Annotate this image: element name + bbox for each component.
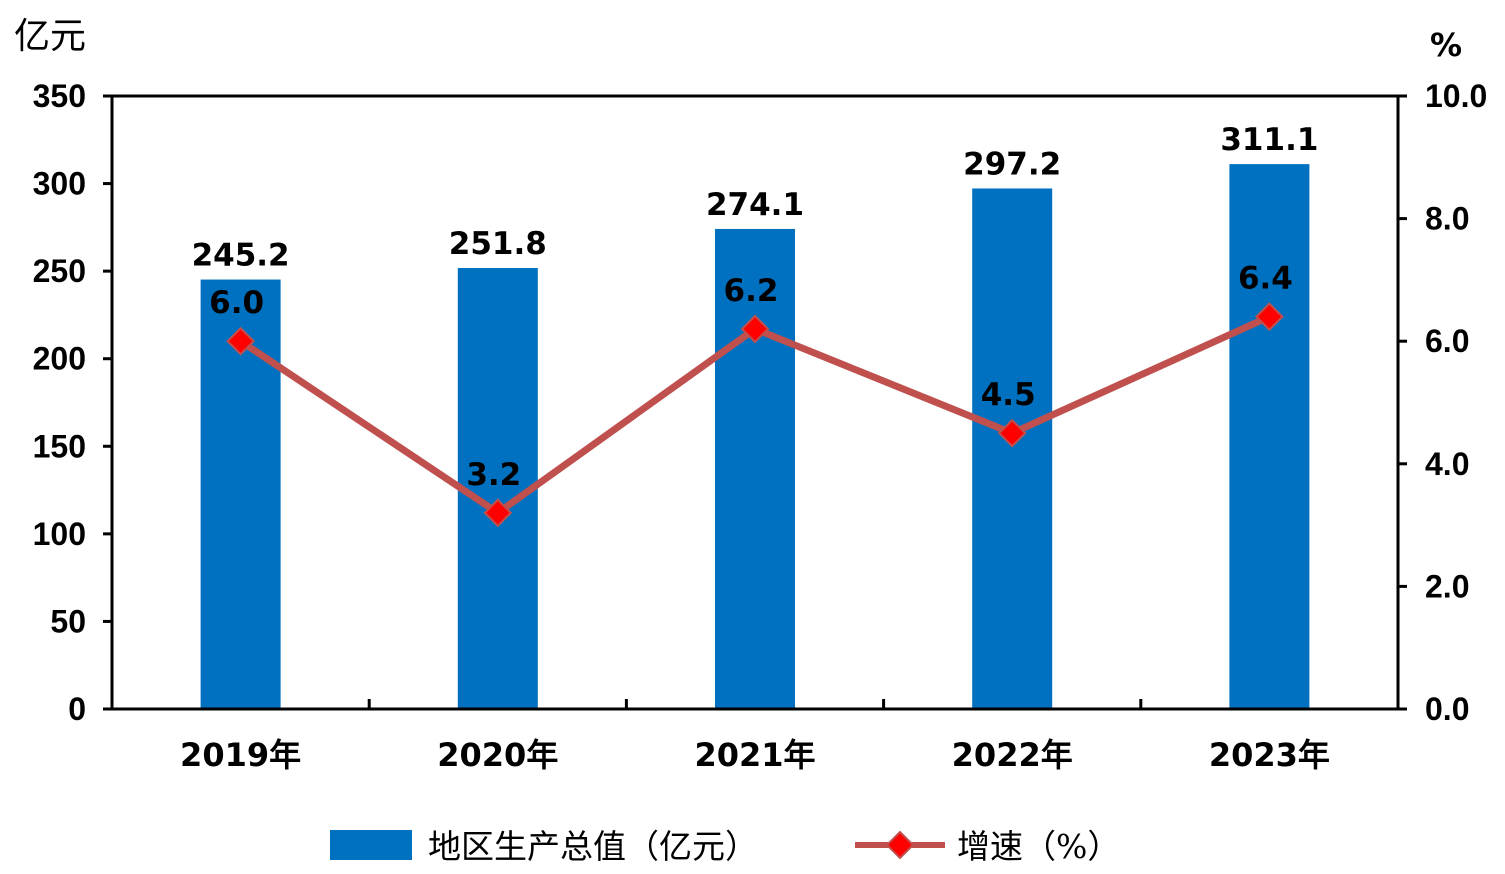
x-category-label: 2019年	[180, 736, 301, 774]
y-right-tick-label: 6.0	[1425, 323, 1469, 359]
x-category-label: 2022年	[952, 736, 1073, 774]
y-left-unit: 亿元	[14, 16, 86, 57]
growth-value-label: 6.0	[209, 285, 264, 321]
growth-value-label: 3.2	[466, 457, 521, 493]
legend-swatch-bar	[330, 830, 412, 860]
growth-value-label: 6.2	[724, 273, 779, 309]
growth-marker-2019年	[226, 326, 256, 356]
plot-border	[110, 94, 1400, 711]
y-right-tick-label: 4.0	[1425, 446, 1469, 482]
bar-2021年	[715, 228, 795, 710]
plot-frame	[103, 94, 1407, 711]
y-right-tick-label: 2.0	[1425, 568, 1469, 604]
line-layer	[226, 302, 1284, 528]
bar-value-label: 297.2	[963, 146, 1061, 182]
y-right-tick-label: 8.0	[1425, 201, 1469, 237]
legend-label-bar: 地区生产总值（亿元）	[428, 827, 758, 866]
bar-value-label: 274.1	[706, 187, 804, 223]
axes-layer: 0 50 100 150 200 250 300 350 0.0 2.0 4.0 6.0 8.0 10.0…	[33, 78, 1488, 774]
y-left-tick-label: 300	[33, 166, 86, 202]
y-left-tick-label: 200	[33, 341, 86, 377]
legend: 地区生产总值（亿元） 增速（%）	[330, 827, 1120, 866]
bar-value-label: 311.1	[1220, 122, 1318, 158]
bar-2022年	[972, 188, 1053, 709]
bar-2020年	[457, 267, 538, 709]
growth-value-label: 4.5	[981, 377, 1036, 413]
labels-layer: 245.2 251.8 274.1 297.2 311.1 6.0 3.2 6.2 4.5 6.4	[192, 122, 1319, 493]
y-left-tick-label: 100	[33, 516, 86, 552]
y-right-unit: %	[1430, 26, 1462, 64]
growth-marker-2022年	[997, 418, 1027, 448]
growth-marker-2023年	[1254, 302, 1284, 332]
y-left-tick-label: 350	[33, 78, 86, 114]
growth-marker-2020年	[483, 498, 513, 528]
x-category-label: 2023年	[1209, 736, 1330, 774]
bar-value-label: 245.2	[192, 238, 290, 274]
x-category-label: 2021年	[694, 736, 815, 774]
growth-value-label: 6.4	[1238, 261, 1293, 297]
bar-2023年	[1229, 164, 1310, 710]
y-right-tick-label: 10.0	[1425, 78, 1487, 114]
bar-value-label: 251.8	[449, 226, 547, 262]
bars-layer	[200, 164, 1310, 710]
y-left-tick-label: 50	[50, 603, 86, 639]
legend-swatch-marker	[885, 830, 915, 860]
y-left-tick-label: 0	[68, 691, 86, 727]
x-category-label: 2020年	[437, 736, 558, 774]
y-left-tick-label: 150	[33, 428, 86, 464]
legend-label-line: 增速（%）	[957, 827, 1120, 866]
y-left-tick-label: 250	[33, 253, 86, 289]
y-right-tick-label: 0.0	[1425, 691, 1469, 727]
growth-marker-2021年	[740, 314, 770, 344]
